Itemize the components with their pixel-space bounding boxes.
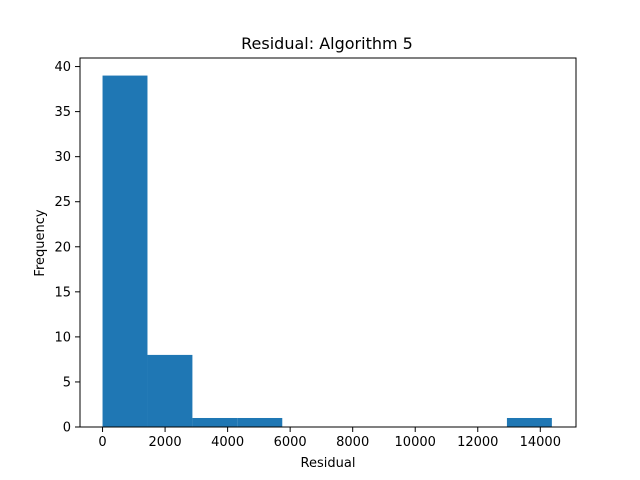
histogram-bar-9 xyxy=(506,417,552,427)
y-tick-label: 35 xyxy=(54,105,71,120)
histogram-bar-3 xyxy=(237,417,283,427)
plot-frame xyxy=(79,57,577,428)
y-tick-label: 20 xyxy=(54,240,71,255)
x-tick-label: 14000 xyxy=(520,435,561,450)
x-tick-label: 0 xyxy=(98,435,106,450)
x-tick-label: 6000 xyxy=(274,435,307,450)
x-tick-label: 8000 xyxy=(336,435,369,450)
y-axis-ticks: 0 5 10 15 20 25 30 35 40 xyxy=(54,60,80,436)
x-tick-label: 2000 xyxy=(149,435,182,450)
y-tick-label: 10 xyxy=(54,330,71,345)
bars-group xyxy=(102,75,552,428)
histogram-bar-1 xyxy=(147,354,193,427)
x-tick-label: 4000 xyxy=(211,435,244,450)
chart-title: Residual: Algorithm 5 xyxy=(241,34,413,53)
x-axis-ticks: 0 2000 4000 6000 8000 10000 12000 14000 xyxy=(98,427,561,450)
y-tick-label: 5 xyxy=(63,375,71,390)
histogram-bar-0 xyxy=(102,75,148,428)
y-tick-label: 25 xyxy=(54,195,71,210)
histogram-bar-2 xyxy=(192,417,238,427)
x-axis-label: Residual xyxy=(301,456,356,471)
y-tick-label: 15 xyxy=(54,285,71,300)
x-tick-label: 12000 xyxy=(457,435,498,450)
y-axis-label: Frequency xyxy=(33,209,48,276)
y-tick-label: 30 xyxy=(54,150,71,165)
y-tick-label: 40 xyxy=(54,60,71,75)
x-tick-label: 10000 xyxy=(395,435,436,450)
y-tick-label: 0 xyxy=(63,421,71,436)
